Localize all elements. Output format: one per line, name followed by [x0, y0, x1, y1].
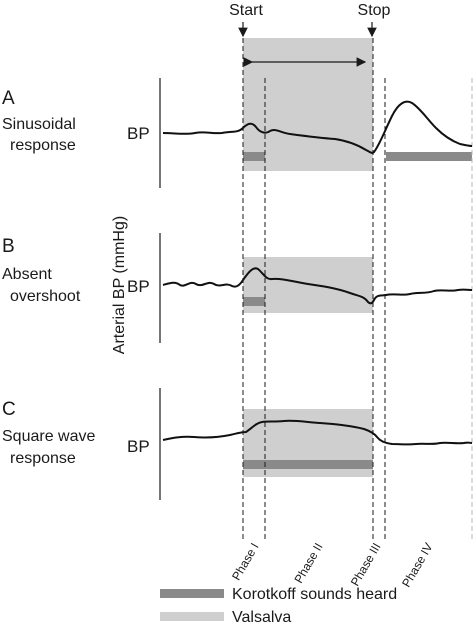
- legend-valsalva-label: Valsalva: [232, 609, 291, 626]
- phase-label-3: Phase III: [348, 541, 384, 589]
- bp-label-b: BP: [127, 277, 150, 296]
- panel-title-c-line2: response: [10, 450, 76, 467]
- panel-letter-c: C: [2, 399, 16, 420]
- bp-trace-b: [162, 267, 473, 305]
- phase-label-2: Phase II: [291, 541, 325, 586]
- phase-label-4: Phase IV: [399, 541, 435, 590]
- phase-label-1: Phase I: [229, 541, 261, 583]
- panel-letter-a: A: [2, 88, 15, 109]
- korotkoff-bar-a-2: [386, 152, 472, 161]
- panel-title-a-line1: Sinusoidal: [2, 116, 76, 133]
- bp-trace-a: [162, 100, 473, 154]
- stop-label: Stop: [358, 2, 391, 19]
- panel-letter-b: B: [2, 236, 15, 257]
- panel-title-b-line1: Absent: [2, 266, 52, 283]
- legend-korotkoff-label: Korotkoff sounds heard: [232, 586, 397, 603]
- start-label: Start: [229, 2, 263, 19]
- legend-korotkoff-swatch: [160, 589, 224, 598]
- korotkoff-bar-a-1: [243, 152, 265, 161]
- panel-title-a-line2: response: [10, 137, 76, 154]
- korotkoff-bar-b: [243, 297, 265, 306]
- legend-valsalva-swatch: [160, 612, 224, 621]
- y-axis-label: Arterial BP (mmHg): [111, 216, 128, 354]
- panel-title-b-line2: overshoot: [10, 288, 81, 305]
- bp-trace-c: [162, 419, 473, 446]
- panel-title-c-line1: Square wave: [2, 428, 95, 445]
- korotkoff-bar-c: [243, 460, 373, 469]
- bp-label-a: BP: [127, 124, 150, 143]
- valsalva-region-a: [243, 38, 373, 171]
- bp-label-c: BP: [127, 437, 150, 456]
